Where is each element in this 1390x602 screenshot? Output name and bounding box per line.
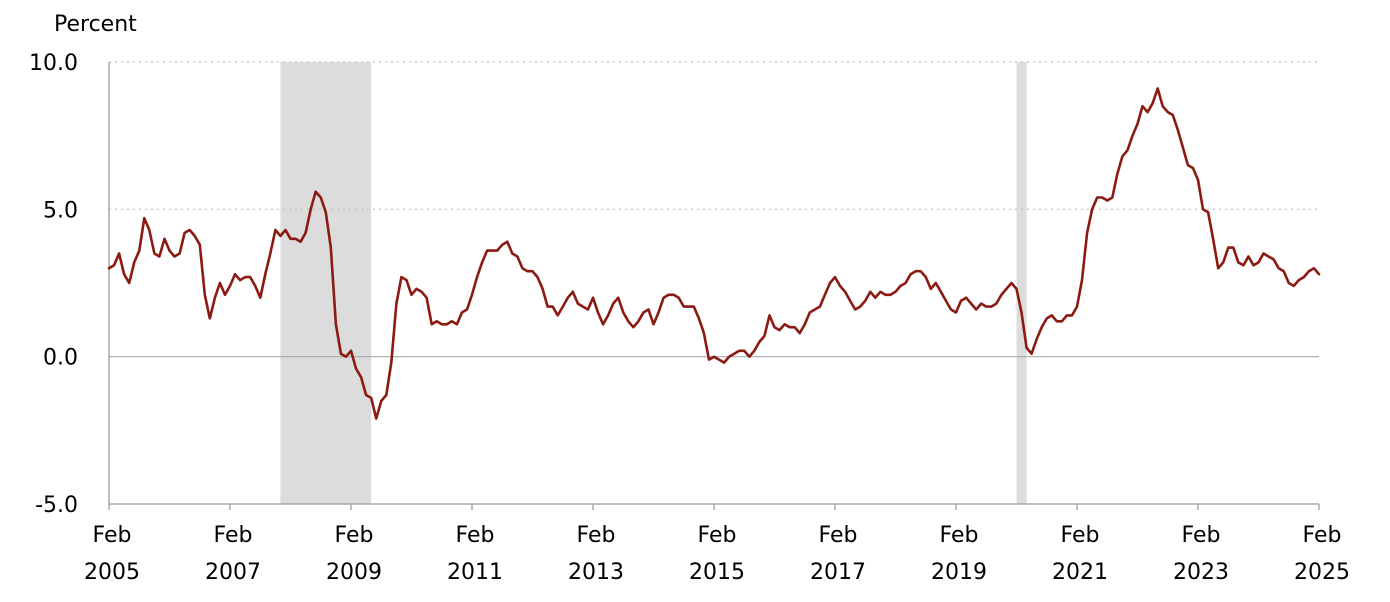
- x-tick-year: 2013: [568, 560, 624, 585]
- x-tick-month: Feb: [456, 523, 495, 548]
- x-tick-month: Feb: [1061, 523, 1100, 548]
- x-tick-year: 2021: [1052, 560, 1108, 585]
- x-tick-month: Feb: [819, 523, 858, 548]
- x-tick-month: Feb: [93, 523, 132, 548]
- y-tick-label: 0.0: [43, 346, 78, 371]
- y-tick-label: 10.0: [29, 51, 78, 76]
- y-tick-label: 5.0: [43, 198, 78, 223]
- x-tick-year: 2005: [84, 560, 140, 585]
- x-tick-month: Feb: [698, 523, 737, 548]
- x-tick-year: 2015: [689, 560, 745, 585]
- x-tick-year: 2025: [1294, 560, 1350, 585]
- y-tick-label: -5.0: [35, 493, 78, 518]
- x-tick-year: 2017: [810, 560, 866, 585]
- x-tick-month: Feb: [577, 523, 616, 548]
- y-axis-label: Percent: [54, 12, 137, 37]
- x-tick-labels: Feb 2005 Feb 2007 Feb 2009 Feb 2011 Feb 2013 Feb 20…: [84, 504, 1350, 585]
- x-tick-month: Feb: [940, 523, 979, 548]
- series-line: [107, 87, 1321, 420]
- x-tick-year: 2023: [1173, 560, 1229, 585]
- x-tick-month: Feb: [1303, 523, 1342, 548]
- x-tick-month: Feb: [1182, 523, 1221, 548]
- x-tick-year: 2009: [326, 560, 382, 585]
- x-tick-month: Feb: [214, 523, 253, 548]
- x-tick-year: 2011: [447, 560, 503, 585]
- recession-shading-layer: [280, 62, 1027, 504]
- x-tick-year: 2019: [931, 560, 987, 585]
- x-tick-month: Feb: [335, 523, 374, 548]
- recession-band-1: [280, 62, 372, 504]
- x-tick-year: 2007: [205, 560, 261, 585]
- recession-band-2: [1016, 62, 1027, 504]
- y-tick-labels: 10.0 5.0 0.0 -5.0: [29, 51, 78, 518]
